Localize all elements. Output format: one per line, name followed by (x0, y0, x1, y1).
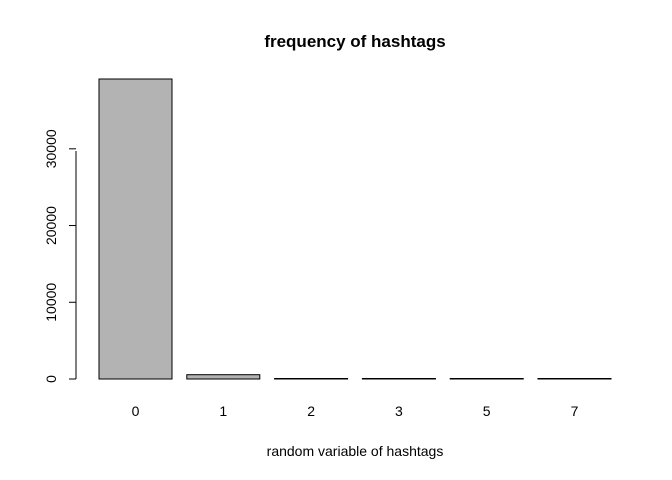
bar-0 (98, 78, 173, 380)
bar-5 (449, 378, 524, 380)
x-tick-label: 3 (395, 403, 403, 419)
x-tick-label: 1 (219, 403, 227, 419)
bar-3 (361, 378, 436, 380)
x-tick-label: 2 (307, 403, 315, 419)
chart-title: frequency of hashtags (264, 32, 445, 51)
y-tick-label: 20000 (43, 206, 59, 245)
y-axis: 0 10000 20000 30000 (43, 129, 77, 383)
bar-1 (186, 374, 261, 380)
x-axis-label: random variable of hashtags (267, 443, 444, 459)
x-tick-labels: 0 1 2 3 5 7 (132, 403, 579, 419)
bar-7 (537, 378, 612, 380)
y-tick-label: 0 (43, 375, 59, 383)
x-tick-label: 5 (483, 403, 491, 419)
bar-2 (274, 378, 349, 380)
y-tick-label: 30000 (43, 129, 59, 168)
x-tick-label: 0 (132, 403, 140, 419)
x-tick-label: 7 (571, 403, 579, 419)
y-tick-label: 10000 (43, 283, 59, 322)
bars-group (98, 78, 612, 380)
